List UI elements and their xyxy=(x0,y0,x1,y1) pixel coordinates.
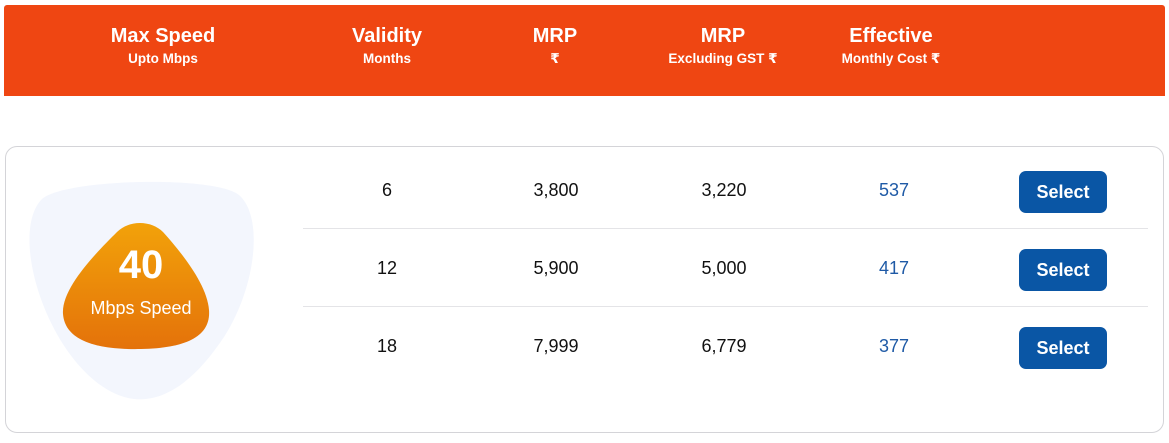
mrp-ex-gst-cell: 3,220 xyxy=(701,180,747,200)
speed-unit-label: Mbps Speed xyxy=(90,298,192,318)
header-subtitle: Excluding GST ₹ xyxy=(668,50,778,66)
header-col-validity: Validity Months xyxy=(352,5,422,96)
speed-badge-shape-icon xyxy=(62,223,210,350)
select-button[interactable]: Select xyxy=(1019,249,1107,291)
validity-cell: 12 xyxy=(376,258,398,278)
effective-cost-cell: 537 xyxy=(878,180,910,200)
table-header: Max Speed Upto Mbps Validity Months MRP … xyxy=(4,5,1165,96)
header-col-max-speed: Max Speed Upto Mbps xyxy=(111,5,215,96)
header-title: Max Speed xyxy=(110,24,216,47)
mrp-cell: 5,900 xyxy=(533,258,579,278)
mrp-cell: 3,800 xyxy=(533,180,579,200)
mrp-ex-gst-cell: 6,779 xyxy=(701,336,747,356)
speed-value: 40 xyxy=(118,243,164,287)
header-subtitle: Upto Mbps xyxy=(128,50,198,66)
header-col-effective: Effective Monthly Cost ₹ xyxy=(842,5,941,96)
effective-cost-cell: 417 xyxy=(878,258,910,278)
header-col-mrp-ex-gst: MRP Excluding GST ₹ xyxy=(668,5,777,96)
validity-cell: 18 xyxy=(376,336,398,356)
mrp-cell: 7,999 xyxy=(533,336,579,356)
validity-cell: 6 xyxy=(381,180,393,200)
header-title: MRP xyxy=(532,24,578,47)
plan-card: 40 Mbps Speed 6 3,800 3,220 537 Select 1… xyxy=(5,146,1164,433)
header-title: Validity xyxy=(351,24,423,47)
header-subtitle: Monthly Cost ₹ xyxy=(841,50,941,66)
select-button[interactable]: Select xyxy=(1019,327,1107,369)
effective-cost-cell: 377 xyxy=(878,336,910,356)
header-title: MRP xyxy=(700,24,746,47)
select-button[interactable]: Select xyxy=(1019,171,1107,213)
table-row: 6 3,800 3,220 537 Select xyxy=(303,151,1148,229)
header-subtitle: ₹ xyxy=(550,50,560,66)
table-row: 18 7,999 6,779 377 Select xyxy=(303,307,1148,385)
header-col-mrp: MRP ₹ xyxy=(533,5,577,96)
header-title: Effective xyxy=(849,24,933,47)
header-subtitle: Months xyxy=(363,50,411,66)
mrp-ex-gst-cell: 5,000 xyxy=(701,258,747,278)
table-row: 12 5,900 5,000 417 Select xyxy=(303,229,1148,307)
speed-badge: 40 Mbps Speed xyxy=(6,147,276,434)
